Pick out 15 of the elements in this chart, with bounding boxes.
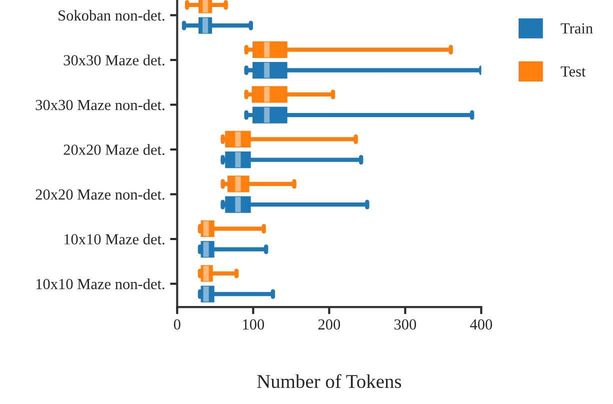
x-axis-title: Number of Tokens [257,374,402,388]
x-tick-label: 200 [318,319,340,330]
y-tick-label: 10x10 Maze det. [64,234,164,245]
y-tick-label: 20x20 Maze det. [64,144,164,156]
y-tick-label: Sokoban non-det. [58,10,164,21]
y-tick-label: 30x30 Maze non-det. [36,99,164,110]
x-tick-label: 0 [174,319,180,330]
y-tick-label: 10x10 Maze non-det. [36,278,164,290]
x-tick-label: 100 [243,319,264,330]
legend-label: Train [560,23,593,34]
x-tick-label: 400 [470,319,492,330]
y-tick-label: 20x20 Maze non-det. [36,188,164,200]
legend-label: Test [560,66,586,77]
x-tick-label: 300 [394,319,416,330]
y-tick-label: 30x30 Maze det. [64,54,164,66]
